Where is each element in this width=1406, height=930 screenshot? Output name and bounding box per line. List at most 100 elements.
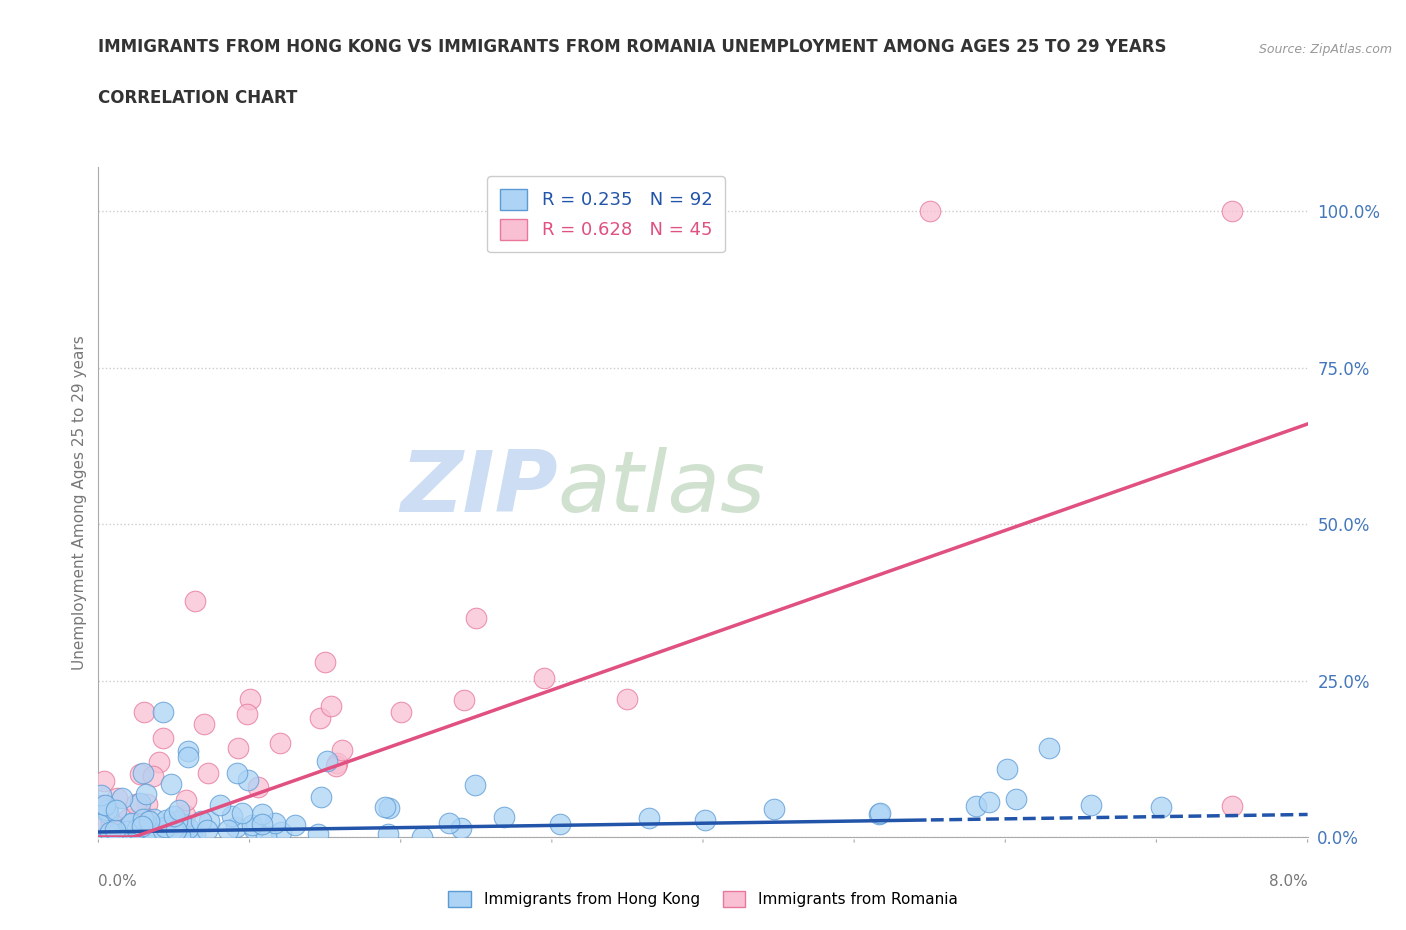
Text: Source: ZipAtlas.com: Source: ZipAtlas.com	[1258, 43, 1392, 56]
Point	[152, 704, 174, 719]
Point	[439, 816, 461, 830]
Point	[142, 769, 165, 784]
Point	[169, 829, 191, 844]
Point	[100, 815, 122, 830]
Point	[217, 822, 239, 837]
Point	[269, 736, 291, 751]
Point	[1150, 800, 1173, 815]
Point	[131, 825, 153, 840]
Point	[198, 814, 221, 829]
Point	[136, 797, 159, 812]
Point	[638, 811, 661, 826]
Point	[115, 824, 138, 839]
Point	[162, 808, 184, 823]
Point	[464, 777, 486, 792]
Point	[190, 813, 212, 828]
Point	[330, 742, 353, 757]
Point	[239, 692, 262, 707]
Point	[1220, 798, 1243, 813]
Point	[450, 820, 472, 835]
Point	[131, 819, 153, 834]
Point	[378, 801, 401, 816]
Point	[377, 826, 399, 841]
Point	[183, 828, 205, 843]
Point	[209, 798, 232, 813]
Point	[177, 750, 200, 764]
Point	[96, 828, 118, 843]
Point	[181, 829, 204, 844]
Point	[87, 817, 110, 831]
Point	[314, 655, 336, 670]
Point	[1220, 204, 1243, 219]
Point	[143, 811, 166, 826]
Point	[148, 754, 170, 769]
Point	[93, 818, 115, 833]
Point	[105, 828, 128, 843]
Point	[94, 798, 117, 813]
Point	[93, 773, 115, 788]
Point	[157, 819, 180, 834]
Point	[125, 821, 148, 836]
Text: IMMIGRANTS FROM HONG KONG VS IMMIGRANTS FROM ROMANIA UNEMPLOYMENT AMONG AGES 25 : IMMIGRANTS FROM HONG KONG VS IMMIGRANTS …	[98, 38, 1167, 56]
Point	[105, 803, 128, 817]
Point	[231, 805, 253, 820]
Point	[96, 802, 118, 817]
Point	[97, 805, 120, 820]
Point	[90, 788, 112, 803]
Point	[284, 817, 307, 832]
Point	[142, 820, 165, 835]
Point	[152, 730, 174, 745]
Point	[174, 792, 197, 807]
Point	[98, 824, 121, 839]
Point	[243, 821, 266, 836]
Point	[616, 692, 638, 707]
Point	[135, 810, 157, 825]
Point	[177, 744, 200, 759]
Point	[129, 820, 152, 835]
Text: 0.0%: 0.0%	[98, 874, 138, 889]
Point	[264, 815, 287, 830]
Point	[129, 824, 152, 839]
Point	[104, 822, 127, 837]
Point	[177, 821, 200, 836]
Point	[120, 816, 142, 830]
Point	[326, 755, 349, 770]
Point	[762, 802, 785, 817]
Point	[172, 817, 194, 831]
Point	[325, 758, 347, 773]
Point	[143, 818, 166, 833]
Point	[117, 812, 139, 827]
Point	[308, 711, 330, 725]
Point	[226, 741, 249, 756]
Point	[125, 796, 148, 811]
Text: atlas: atlas	[558, 447, 766, 530]
Point	[111, 790, 134, 805]
Point	[533, 671, 555, 685]
Point	[315, 753, 337, 768]
Point	[173, 808, 195, 823]
Text: CORRELATION CHART: CORRELATION CHART	[98, 89, 298, 107]
Point	[139, 822, 162, 837]
Point	[221, 808, 243, 823]
Point	[868, 806, 890, 821]
Point	[167, 803, 190, 817]
Point	[965, 799, 987, 814]
Point	[1038, 740, 1060, 755]
Point	[918, 204, 941, 219]
Point	[695, 813, 717, 828]
Point	[225, 819, 247, 834]
Point	[128, 795, 150, 810]
Point	[132, 766, 155, 781]
Point	[162, 821, 184, 836]
Point	[163, 824, 186, 839]
Point	[104, 827, 127, 842]
Point	[548, 817, 571, 831]
Point	[235, 707, 257, 722]
Point	[117, 824, 139, 839]
Point	[103, 817, 125, 832]
Point	[120, 817, 142, 831]
Point	[197, 765, 219, 780]
Point	[240, 817, 263, 832]
Point	[135, 786, 157, 801]
Point	[307, 827, 329, 842]
